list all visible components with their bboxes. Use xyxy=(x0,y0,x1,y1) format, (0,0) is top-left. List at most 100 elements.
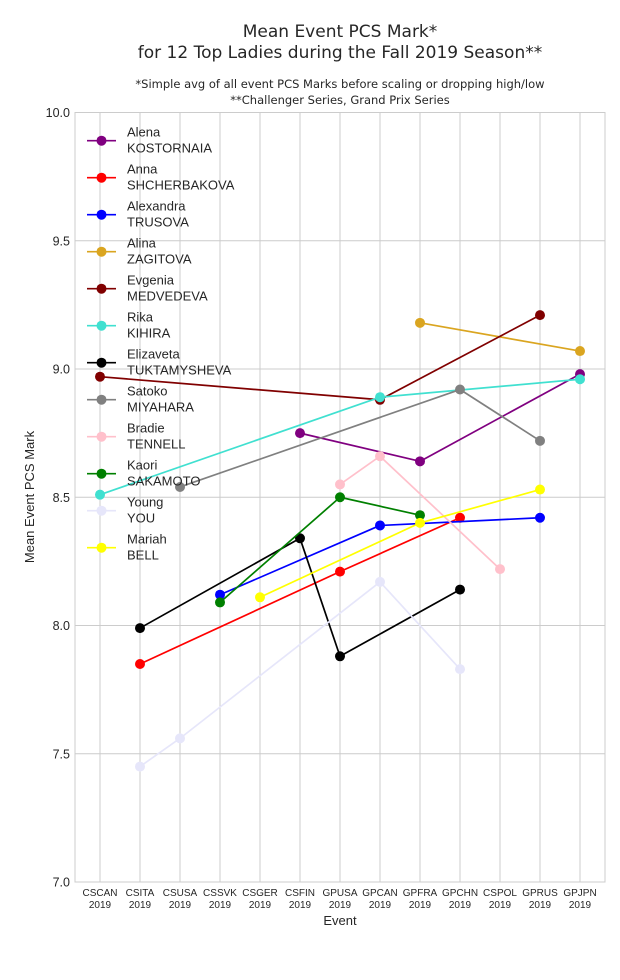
x-tick-label-year: 2019 xyxy=(209,900,232,911)
legend-last-name: TENNELL xyxy=(127,437,186,452)
x-tick-label-year: 2019 xyxy=(329,900,352,911)
data-point xyxy=(575,374,585,385)
legend-marker xyxy=(96,209,107,220)
chart-title-line-1: Mean Event PCS Mark* xyxy=(243,22,438,42)
series-you xyxy=(135,576,465,772)
data-point xyxy=(255,592,265,603)
series-kihira xyxy=(95,374,585,500)
y-axis-ticks: 7.0 7.5 8.0 8.5 9.0 9.5 10.0 xyxy=(46,106,70,890)
data-point xyxy=(135,761,145,772)
legend-first-name: Anna xyxy=(127,162,158,177)
legend-first-name: Alina xyxy=(127,236,157,251)
series-tuktamysheva xyxy=(135,533,465,662)
x-tick-label-year: 2019 xyxy=(89,900,112,911)
legend-marker xyxy=(96,320,107,331)
series-line xyxy=(139,537,461,658)
data-point xyxy=(575,346,585,357)
series-line xyxy=(139,581,461,768)
data-point xyxy=(375,520,385,531)
data-point xyxy=(455,384,465,395)
x-tick-label: CSUSA xyxy=(163,888,198,899)
series-group xyxy=(95,310,585,772)
legend-marker xyxy=(96,468,107,479)
series-miyahara xyxy=(175,384,545,492)
legend-marker xyxy=(96,431,107,442)
data-point xyxy=(375,451,385,462)
legend-marker xyxy=(96,542,107,553)
x-tick-label: CSITA xyxy=(126,888,155,899)
x-tick-label: GPJPN xyxy=(563,888,596,899)
legend-first-name: Kaori xyxy=(127,458,157,473)
y-tick-label: 8.0 xyxy=(53,619,70,633)
data-point xyxy=(415,510,425,521)
legend-marker xyxy=(96,394,107,405)
y-tick-label: 10.0 xyxy=(46,106,70,120)
data-point xyxy=(415,317,425,328)
x-tick-label: CSSVK xyxy=(203,888,237,899)
y-tick-label: 8.5 xyxy=(53,491,70,505)
y-axis-label: Mean Event PCS Mark xyxy=(22,430,37,563)
data-point xyxy=(95,489,105,500)
x-tick-label: CSCAN xyxy=(82,888,117,899)
data-point xyxy=(415,517,425,528)
x-tick-label: GPFRA xyxy=(403,888,438,899)
y-tick-label: 7.0 xyxy=(53,876,70,890)
data-point xyxy=(535,310,545,321)
legend-first-name: Mariah xyxy=(127,532,167,547)
legend-last-name: YOU xyxy=(127,511,155,526)
legend-first-name: Evgenia xyxy=(127,273,175,288)
legend-first-name: Alexandra xyxy=(127,199,186,214)
x-tick-label-year: 2019 xyxy=(569,900,592,911)
x-axis-label: Event xyxy=(323,913,357,928)
x-tick-label-year: 2019 xyxy=(289,900,312,911)
data-point xyxy=(455,584,465,595)
legend-last-name: TUKTAMYSHEVA xyxy=(127,363,232,378)
data-point xyxy=(535,484,545,495)
x-tick-label-year: 2019 xyxy=(369,900,392,911)
data-point xyxy=(375,576,385,587)
x-tick-label: GPUSA xyxy=(322,888,357,899)
data-point xyxy=(295,533,305,544)
legend-first-name: Bradie xyxy=(127,421,165,436)
data-point xyxy=(95,371,105,382)
chart-subtitle-line-1: *Simple avg of all event PCS Marks befor… xyxy=(135,77,544,91)
series-shcherbakova xyxy=(135,512,465,669)
legend-first-name: Rika xyxy=(127,310,154,325)
legend-last-name: TRUSOVA xyxy=(127,215,189,230)
x-tick-label-year: 2019 xyxy=(449,900,472,911)
x-tick-label-year: 2019 xyxy=(169,900,192,911)
x-tick-label-year: 2019 xyxy=(489,900,512,911)
data-point xyxy=(455,664,465,675)
data-point xyxy=(175,733,185,744)
data-point xyxy=(175,481,185,492)
y-tick-label: 9.5 xyxy=(53,234,70,248)
data-point xyxy=(215,597,225,608)
legend-first-name: Young xyxy=(127,495,163,510)
x-tick-label-year: 2019 xyxy=(529,900,552,911)
legend-last-name: SHCHERBAKOVA xyxy=(127,178,235,193)
data-point xyxy=(535,512,545,523)
legend-marker xyxy=(96,505,107,516)
legend-last-name: KOSTORNAIA xyxy=(127,141,212,156)
data-point xyxy=(415,456,425,467)
y-tick-label: 9.0 xyxy=(53,363,70,377)
y-tick-label: 7.5 xyxy=(53,747,70,761)
legend-marker xyxy=(96,135,107,146)
data-point xyxy=(375,392,385,403)
x-axis-ticks: CSCAN2019CSITA2019CSUSA2019CSSVK2019CSGE… xyxy=(82,888,596,911)
data-point xyxy=(535,435,545,446)
legend-marker xyxy=(96,357,107,368)
x-tick-label: GPCAN xyxy=(362,888,398,899)
x-tick-label: GPRUS xyxy=(522,888,558,899)
